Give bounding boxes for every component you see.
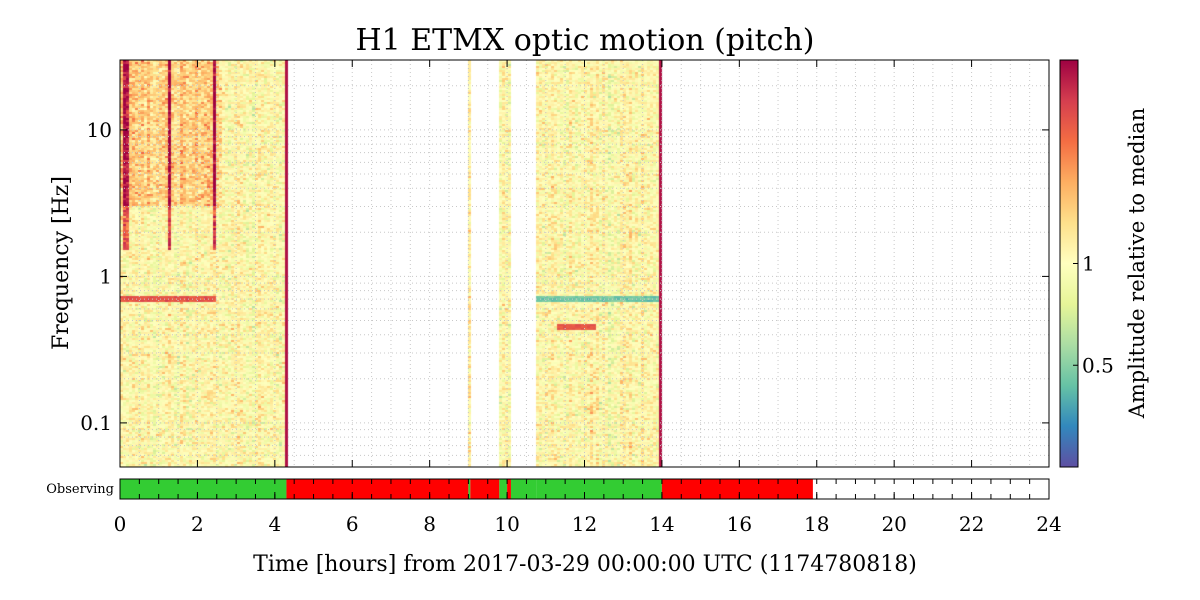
y-axis-label: Frequency [Hz] [49,176,74,350]
colorbar-label: Amplitude relative to median [1125,108,1149,420]
y-tick-label: 0.1 [80,411,112,435]
state-segment-active [510,479,537,499]
x-tick-label: 20 [881,512,906,536]
state-segment-active [120,479,287,499]
x-tick-label: 16 [727,512,752,536]
x-tick-label: 8 [423,512,436,536]
grid-lines [120,60,1049,467]
observing-state-bar [119,478,1050,500]
x-tick-label: 12 [572,512,597,536]
x-tick-label: 6 [346,512,359,536]
x-tick-label: 14 [649,512,674,536]
y-tick-label: 1 [99,264,112,288]
x-axis-label: Time [hours] from 2017-03-29 00:00:00 UT… [253,552,917,577]
colorbar-tick-label: 0.5 [1082,353,1114,377]
state-segment-inactive [286,479,469,499]
y-axis-ticks: 0.1 1 10 [80,118,1049,435]
chart-title: H1 ETMX optic motion (pitch) [355,23,814,58]
colorbar: 0.51 [1059,59,1114,468]
spectrogram-raster [120,60,1049,467]
state-segment-inactive [661,479,813,499]
x-tick-label: 22 [959,512,984,536]
x-tick-label: 10 [494,512,519,536]
state-bar-label: Observing [46,482,114,497]
colorbar-tick-label: 1 [1082,252,1095,276]
x-tick-label: 4 [268,512,281,536]
state-segment-inactive [470,479,500,499]
state-segment-inactive [507,479,511,499]
x-axis-ticks: 0 2 4 6 8 10 12 14 16 18 20 22 24 [114,60,1062,536]
state-segment-active [499,479,508,499]
y-tick-label: 10 [87,118,112,142]
spectrogram-heatmap [120,60,1049,467]
state-segment-active [468,479,471,499]
state-segment-active [536,479,662,499]
x-tick-label: 2 [191,512,204,536]
x-tick-label: 18 [804,512,829,536]
x-tick-label: 24 [1036,512,1061,536]
x-tick-label: 0 [114,512,127,536]
